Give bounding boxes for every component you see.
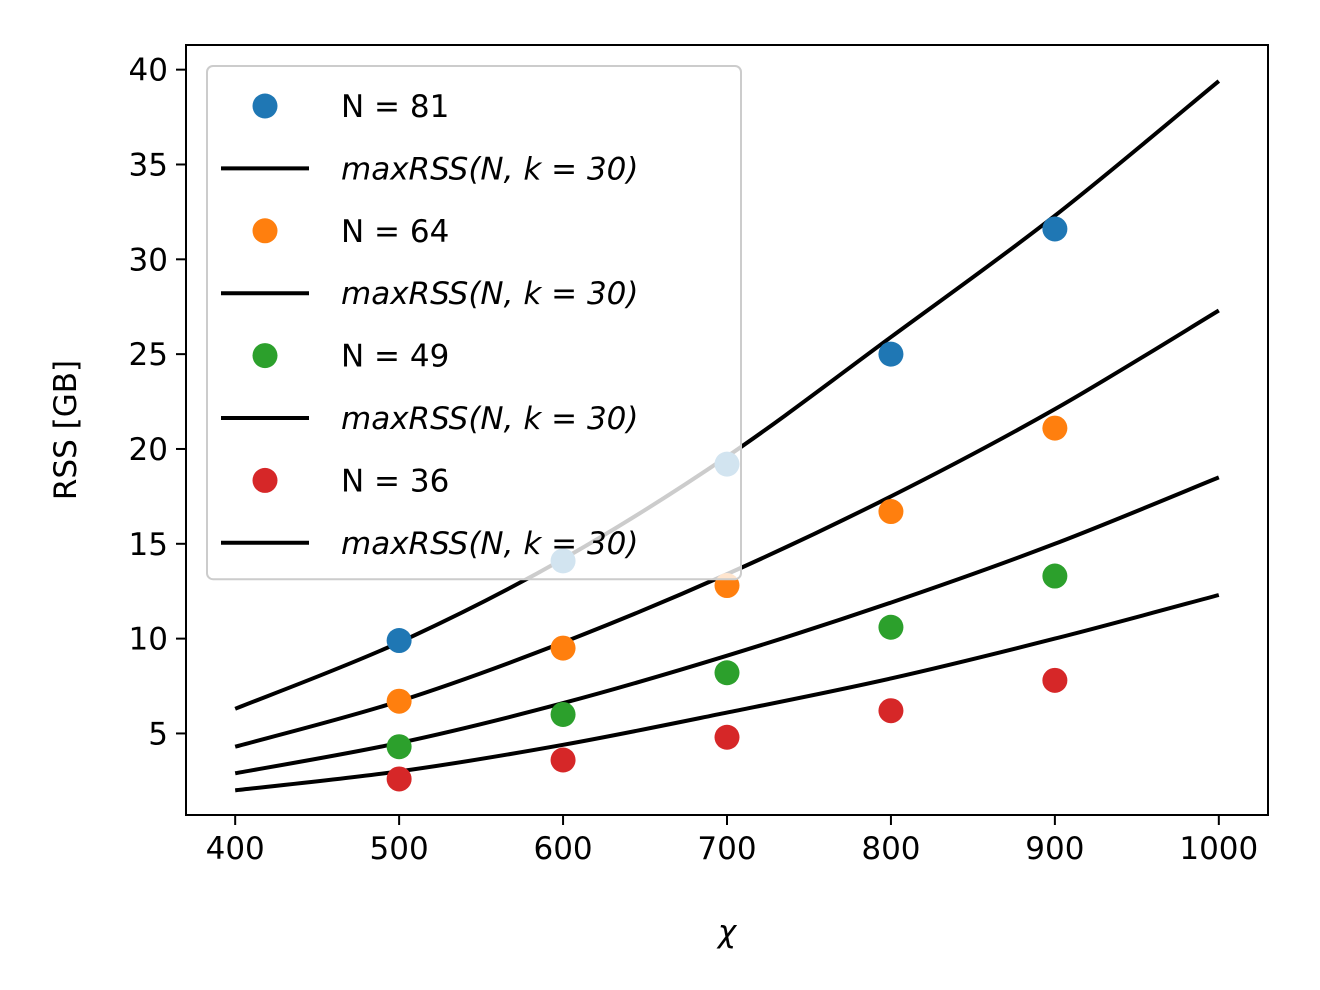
legend-box <box>206 65 742 581</box>
y-axis-ticks: 5 10 15 20 25 30 35 40 <box>129 53 186 752</box>
x-tick-label-600: 600 <box>533 831 592 867</box>
y-axis-label: RSS [GB] <box>48 360 84 500</box>
y-tick-label-20: 20 <box>129 432 168 468</box>
data-point-s2-p0 <box>386 734 412 760</box>
data-point-s3-p3 <box>878 698 904 724</box>
legend-marker-0 <box>252 93 278 119</box>
x-axis-ticks: 400 500 600 700 800 900 1000 <box>206 815 1258 867</box>
data-point-s3-p2 <box>714 724 740 750</box>
legend-label-2: N = 49 <box>341 339 449 375</box>
y-tick-label-30: 30 <box>129 242 168 278</box>
x-tick-label-700: 700 <box>697 831 756 867</box>
legend-label-1: N = 64 <box>341 214 449 250</box>
x-axis-label: χ <box>716 914 738 950</box>
data-point-s2-p3 <box>878 614 904 640</box>
data-point-s1-p4 <box>1042 415 1068 441</box>
x-tick-label-500: 500 <box>370 831 429 867</box>
legend-marker-1 <box>252 218 278 244</box>
data-point-s3-p1 <box>550 747 576 773</box>
data-point-s2-p4 <box>1042 563 1068 589</box>
x-tick-label-900: 900 <box>1025 831 1084 867</box>
y-tick-label-10: 10 <box>129 622 168 658</box>
data-point-s0-p0 <box>386 628 412 654</box>
legend-fit-label-2: maxRSS(N, k = 30) <box>341 401 639 437</box>
data-point-s3-p4 <box>1042 667 1068 693</box>
data-point-s0-p3 <box>878 341 904 367</box>
legend-marker-2 <box>252 343 278 369</box>
y-tick-label-40: 40 <box>129 53 168 89</box>
x-tick-label-1000: 1000 <box>1179 831 1258 867</box>
y-tick-label-35: 35 <box>129 147 168 183</box>
legend-marker-3 <box>252 467 278 493</box>
legend-fit-label-3: maxRSS(N, k = 30) <box>341 526 639 562</box>
data-point-s3-p0 <box>386 766 412 792</box>
x-tick-label-400: 400 <box>206 831 265 867</box>
legend-fit-label-1: maxRSS(N, k = 30) <box>341 276 639 312</box>
data-point-s0-p4 <box>1042 216 1068 242</box>
legend-label-3: N = 36 <box>341 463 449 499</box>
legend-label-0: N = 81 <box>341 89 449 125</box>
data-point-s2-p1 <box>550 701 576 727</box>
data-point-s1-p3 <box>878 499 904 525</box>
y-tick-label-15: 15 <box>129 527 168 563</box>
x-tick-label-800: 800 <box>861 831 920 867</box>
legend: N = 81 maxRSS(N, k = 30) N = 64 maxRSS(N, k… <box>206 65 742 581</box>
data-point-s1-p1 <box>550 635 576 661</box>
data-point-s2-p2 <box>714 660 740 686</box>
data-point-s1-p0 <box>386 688 412 714</box>
y-tick-label-25: 25 <box>129 337 168 373</box>
y-tick-label-5: 5 <box>148 716 168 752</box>
legend-fit-label-0: maxRSS(N, k = 30) <box>341 151 639 187</box>
